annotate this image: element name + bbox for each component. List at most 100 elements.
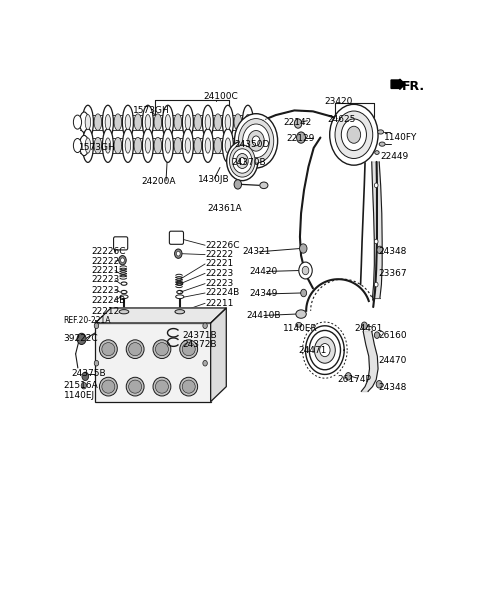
FancyBboxPatch shape [114, 237, 128, 250]
Circle shape [234, 114, 277, 168]
Circle shape [374, 282, 378, 287]
Ellipse shape [182, 343, 195, 356]
Ellipse shape [260, 182, 268, 188]
Text: 23367: 23367 [378, 269, 407, 278]
Ellipse shape [176, 295, 184, 299]
Text: 39222C: 39222C [64, 334, 98, 344]
Text: 22221: 22221 [92, 266, 120, 275]
Polygon shape [361, 331, 378, 392]
Circle shape [229, 145, 255, 177]
Ellipse shape [182, 105, 193, 139]
Ellipse shape [125, 114, 131, 130]
Ellipse shape [222, 129, 233, 162]
Ellipse shape [134, 137, 142, 154]
Ellipse shape [105, 114, 111, 130]
Ellipse shape [174, 137, 181, 154]
Ellipse shape [174, 114, 181, 130]
Ellipse shape [194, 137, 202, 154]
Ellipse shape [125, 138, 131, 153]
Circle shape [177, 251, 180, 256]
Circle shape [297, 132, 306, 143]
Text: 24361A: 24361A [207, 204, 241, 213]
Circle shape [240, 157, 245, 165]
Text: 22129: 22129 [286, 134, 314, 143]
Ellipse shape [105, 138, 111, 153]
Circle shape [299, 262, 312, 279]
Text: 22223: 22223 [205, 279, 233, 288]
Ellipse shape [203, 105, 214, 139]
Ellipse shape [80, 112, 89, 132]
Circle shape [309, 331, 340, 370]
Ellipse shape [214, 137, 222, 154]
Text: 1140EJ: 1140EJ [64, 390, 95, 399]
Ellipse shape [143, 129, 154, 162]
Ellipse shape [143, 105, 154, 139]
Ellipse shape [102, 105, 113, 139]
Ellipse shape [175, 309, 185, 314]
Text: 24625: 24625 [328, 116, 356, 124]
Ellipse shape [203, 129, 214, 162]
Text: 1430JB: 1430JB [198, 175, 229, 184]
Ellipse shape [120, 295, 128, 299]
Ellipse shape [182, 380, 195, 393]
Text: REF.20-221A: REF.20-221A [64, 316, 111, 325]
Text: 24348: 24348 [378, 247, 407, 257]
Ellipse shape [153, 340, 171, 359]
Ellipse shape [129, 343, 142, 356]
Text: 22224B: 22224B [92, 295, 126, 305]
Ellipse shape [162, 129, 173, 162]
Ellipse shape [122, 129, 133, 162]
Text: 24420: 24420 [250, 267, 278, 276]
Polygon shape [211, 308, 226, 402]
Circle shape [94, 361, 99, 366]
Text: 24200A: 24200A [142, 177, 176, 186]
FancyBboxPatch shape [169, 231, 183, 244]
Ellipse shape [102, 129, 113, 162]
Text: 22223: 22223 [205, 269, 233, 278]
Circle shape [203, 361, 207, 366]
Text: 1140FY: 1140FY [384, 133, 417, 142]
Text: 22226C: 22226C [205, 241, 240, 250]
Text: 24350D: 24350D [235, 140, 270, 148]
Circle shape [374, 239, 378, 244]
Text: 24372B: 24372B [183, 340, 217, 349]
Ellipse shape [126, 377, 144, 396]
Text: 22222: 22222 [92, 257, 120, 266]
Ellipse shape [225, 138, 230, 153]
Circle shape [234, 180, 241, 189]
Ellipse shape [165, 138, 170, 153]
Circle shape [82, 372, 89, 381]
Ellipse shape [129, 380, 142, 393]
Ellipse shape [185, 114, 191, 130]
Text: 22211: 22211 [205, 299, 233, 308]
Ellipse shape [145, 114, 151, 130]
Circle shape [335, 111, 373, 159]
Ellipse shape [162, 105, 173, 139]
Circle shape [203, 323, 207, 328]
Ellipse shape [214, 114, 222, 130]
Ellipse shape [85, 114, 91, 130]
Circle shape [227, 141, 258, 181]
Circle shape [248, 131, 264, 151]
Ellipse shape [153, 377, 171, 396]
Ellipse shape [114, 137, 122, 154]
Text: 1140ER: 1140ER [283, 323, 318, 333]
Text: 1573GH: 1573GH [132, 106, 169, 115]
Ellipse shape [145, 138, 151, 153]
Text: 1573GH: 1573GH [79, 143, 115, 153]
Ellipse shape [73, 139, 82, 153]
Text: 23420: 23420 [324, 97, 352, 106]
Text: 24371B: 24371B [183, 331, 217, 340]
Text: 24348: 24348 [378, 383, 407, 392]
Circle shape [252, 136, 260, 146]
Text: 22449: 22449 [380, 152, 408, 161]
Circle shape [377, 246, 383, 254]
Circle shape [345, 373, 351, 380]
Polygon shape [96, 308, 226, 323]
Text: 21516A: 21516A [64, 381, 98, 390]
Text: 24470: 24470 [378, 356, 407, 365]
Circle shape [239, 119, 274, 163]
Ellipse shape [85, 138, 91, 153]
Ellipse shape [296, 322, 302, 327]
Circle shape [376, 381, 382, 388]
